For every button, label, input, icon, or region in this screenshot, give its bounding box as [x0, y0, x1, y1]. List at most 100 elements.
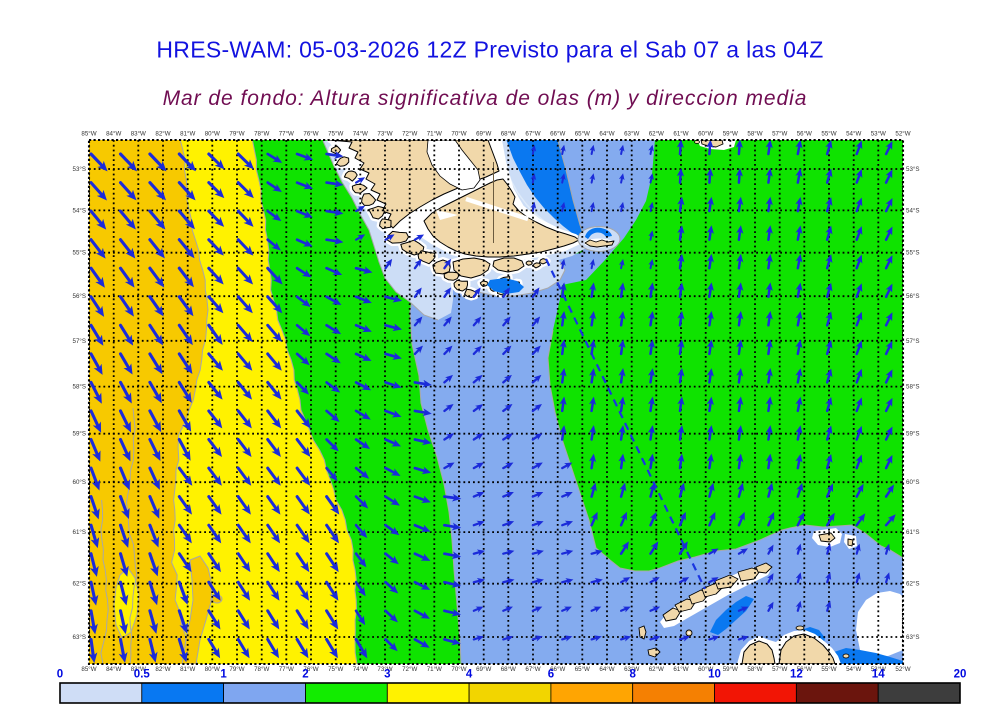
svg-text:1: 1 [220, 669, 227, 681]
svg-text:62°W: 62°W [649, 666, 664, 673]
svg-text:77°W: 77°W [279, 131, 294, 138]
svg-text:53°S: 53°S [906, 166, 919, 173]
svg-text:HRES-WAM: 05-03-2026 12Z Previ: HRES-WAM: 05-03-2026 12Z Previsto para e… [156, 37, 823, 63]
svg-text:63°W: 63°W [624, 131, 639, 138]
svg-text:0: 0 [57, 669, 63, 681]
svg-text:72°W: 72°W [402, 131, 417, 138]
svg-text:56°S: 56°S [906, 293, 919, 300]
svg-text:58°W: 58°W [747, 131, 762, 138]
svg-text:64°W: 64°W [599, 666, 614, 673]
svg-text:57°S: 57°S [73, 338, 86, 345]
svg-text:83°W: 83°W [131, 666, 146, 673]
svg-text:55°W: 55°W [821, 131, 836, 138]
svg-text:65°W: 65°W [575, 666, 590, 673]
svg-text:71°W: 71°W [427, 666, 442, 673]
svg-text:60°S: 60°S [73, 479, 86, 486]
svg-text:54°S: 54°S [73, 207, 86, 214]
svg-text:59°W: 59°W [723, 666, 738, 673]
svg-text:79°W: 79°W [229, 131, 244, 138]
svg-text:54°W: 54°W [846, 666, 861, 673]
svg-text:61°S: 61°S [73, 529, 86, 536]
svg-text:59°S: 59°S [906, 431, 919, 438]
svg-text:63°S: 63°S [73, 634, 86, 641]
svg-text:84°W: 84°W [106, 666, 121, 673]
svg-text:74°W: 74°W [353, 131, 368, 138]
svg-text:63°S: 63°S [906, 634, 919, 641]
svg-text:66°W: 66°W [550, 131, 565, 138]
svg-text:84°W: 84°W [106, 131, 121, 138]
svg-text:75°W: 75°W [328, 666, 343, 673]
svg-text:72°W: 72°W [402, 666, 417, 673]
svg-text:62°W: 62°W [649, 131, 664, 138]
svg-text:60°W: 60°W [698, 131, 713, 138]
svg-text:64°W: 64°W [599, 131, 614, 138]
svg-text:80°W: 80°W [205, 666, 220, 673]
svg-text:Mar de fondo: Altura significa: Mar de fondo: Altura significativa de ol… [163, 87, 808, 110]
svg-text:54°W: 54°W [846, 131, 861, 138]
svg-text:60°S: 60°S [906, 479, 919, 486]
svg-text:80°W: 80°W [205, 131, 220, 138]
svg-text:14: 14 [872, 669, 885, 681]
svg-text:61°S: 61°S [906, 529, 919, 536]
svg-text:78°W: 78°W [254, 666, 269, 673]
svg-text:82°W: 82°W [155, 131, 170, 138]
svg-text:6: 6 [548, 669, 554, 681]
svg-text:68°W: 68°W [501, 131, 516, 138]
svg-text:52°W: 52°W [895, 666, 910, 673]
svg-text:62°S: 62°S [906, 581, 919, 588]
svg-text:8: 8 [629, 669, 636, 681]
svg-text:53°S: 53°S [73, 166, 86, 173]
svg-text:57°S: 57°S [906, 338, 919, 345]
svg-text:65°W: 65°W [575, 131, 590, 138]
svg-text:81°W: 81°W [180, 131, 195, 138]
svg-text:69°W: 69°W [476, 131, 491, 138]
svg-text:70°W: 70°W [451, 666, 466, 673]
svg-text:61°W: 61°W [673, 131, 688, 138]
svg-text:56°W: 56°W [797, 666, 812, 673]
svg-text:85°W: 85°W [81, 666, 96, 673]
svg-text:56°S: 56°S [73, 293, 86, 300]
svg-text:74°W: 74°W [353, 666, 368, 673]
svg-text:20: 20 [954, 669, 967, 681]
svg-text:3: 3 [384, 669, 390, 681]
svg-text:81°W: 81°W [180, 666, 195, 673]
svg-text:82°W: 82°W [155, 666, 170, 673]
svg-text:0.5: 0.5 [134, 669, 151, 681]
svg-text:57°W: 57°W [772, 666, 787, 673]
svg-text:60°W: 60°W [698, 666, 713, 673]
svg-text:52°W: 52°W [895, 131, 910, 138]
svg-text:78°W: 78°W [254, 131, 269, 138]
svg-text:79°W: 79°W [229, 666, 244, 673]
svg-text:55°S: 55°S [906, 250, 919, 257]
svg-text:61°W: 61°W [673, 666, 688, 673]
svg-text:76°W: 76°W [303, 131, 318, 138]
svg-text:85°W: 85°W [81, 131, 96, 138]
svg-text:53°W: 53°W [871, 666, 886, 673]
svg-text:62°S: 62°S [73, 581, 86, 588]
svg-text:56°W: 56°W [797, 131, 812, 138]
svg-text:63°W: 63°W [624, 666, 639, 673]
svg-text:76°W: 76°W [303, 666, 318, 673]
svg-text:67°W: 67°W [525, 666, 540, 673]
svg-text:73°W: 73°W [377, 131, 392, 138]
svg-text:69°W: 69°W [476, 666, 491, 673]
svg-text:73°W: 73°W [377, 666, 392, 673]
svg-text:66°W: 66°W [550, 666, 565, 673]
svg-text:83°W: 83°W [131, 131, 146, 138]
svg-text:4: 4 [466, 669, 473, 681]
svg-text:58°S: 58°S [906, 384, 919, 391]
svg-text:12: 12 [790, 669, 803, 681]
svg-text:55°W: 55°W [821, 666, 836, 673]
svg-text:54°S: 54°S [906, 207, 919, 214]
svg-text:2: 2 [302, 669, 308, 681]
svg-text:53°W: 53°W [871, 131, 886, 138]
svg-text:75°W: 75°W [328, 131, 343, 138]
svg-text:58°W: 58°W [747, 666, 762, 673]
svg-text:77°W: 77°W [279, 666, 294, 673]
svg-text:55°S: 55°S [73, 250, 86, 257]
svg-text:10: 10 [708, 669, 721, 681]
svg-text:59°S: 59°S [73, 431, 86, 438]
svg-text:67°W: 67°W [525, 131, 540, 138]
svg-text:70°W: 70°W [451, 131, 466, 138]
svg-text:71°W: 71°W [427, 131, 442, 138]
